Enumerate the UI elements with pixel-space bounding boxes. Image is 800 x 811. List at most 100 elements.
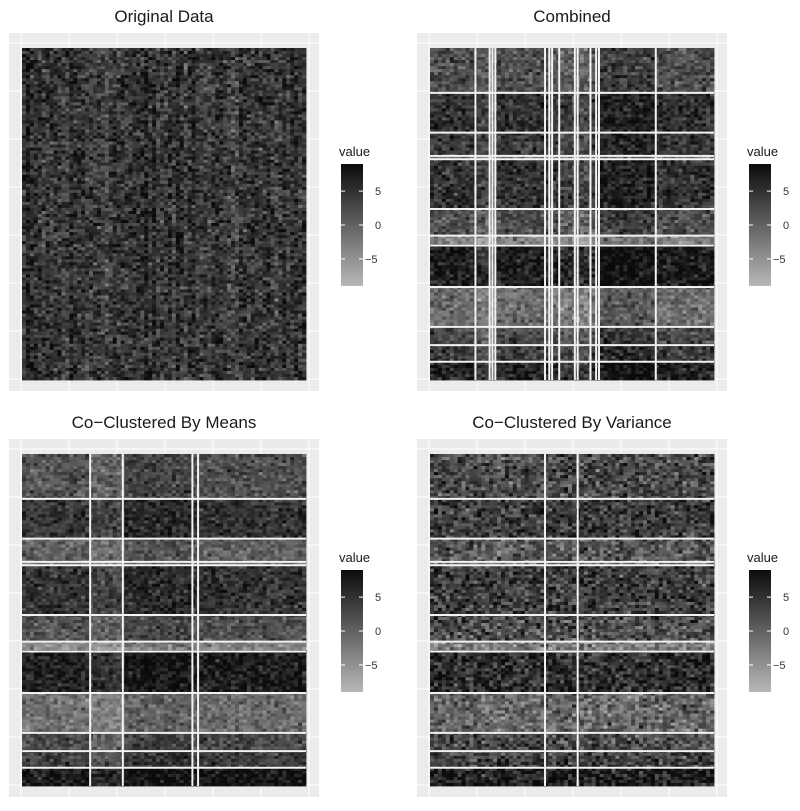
heatmap-cell [223,57,227,60]
heatmap-cell [274,142,278,145]
heatmap-cell [211,160,215,163]
heatmap-cell [243,196,247,199]
heatmap-cell [172,78,176,81]
heatmap-cell [196,66,200,69]
heatmap-cell [121,87,125,90]
heatmap-cell [93,102,97,105]
heatmap-cell [148,84,152,87]
heatmap-cell [140,87,144,90]
heatmap-cell [42,120,46,123]
heatmap-cell [50,196,54,199]
heatmap-cell [176,142,180,145]
heatmap-cell [243,87,247,90]
heatmap-cell [172,211,176,214]
heatmap-cell [176,145,180,148]
heatmap-cell [164,69,168,72]
heatmap-cell [251,169,255,172]
heatmap-cell [231,154,235,157]
heatmap-cell [282,181,286,184]
heatmap-cell [73,57,77,60]
heatmap-cell [38,117,42,120]
heatmap-cell [34,199,38,202]
heatmap-cell [46,78,50,81]
heatmap-cell [81,151,85,154]
heatmap-cell [109,63,113,66]
heatmap-cell [282,205,286,208]
heatmap-cell [26,181,30,184]
heatmap-cell [125,163,129,166]
heatmap-cell [54,60,58,63]
heatmap-cell [117,129,121,132]
heatmap-cell [211,187,215,190]
heatmap-cell [46,48,50,51]
heatmap-cell [148,90,152,93]
heatmap-cell [113,160,117,163]
heatmap-cell [282,126,286,129]
heatmap-cell [117,175,121,178]
heatmap-cell [54,184,58,187]
heatmap-cell [263,69,267,72]
heatmap-cell [129,193,133,196]
heatmap-cell [121,84,125,87]
heatmap-cell [97,108,101,111]
heatmap-cell [235,148,239,151]
heatmap-cell [286,160,290,163]
heatmap-cell [302,169,306,172]
heatmap-cell [263,84,267,87]
heatmap-cell [180,51,184,54]
heatmap-cell [219,142,223,145]
heatmap-cell [274,163,278,166]
heatmap-cell [235,172,239,175]
heatmap-cell [215,90,219,93]
heatmap-cell [144,108,148,111]
heatmap-cell [219,78,223,81]
heatmap-cell [117,63,121,66]
heatmap-cell [117,199,121,202]
heatmap-cell [105,102,109,105]
heatmap-cell [294,199,298,202]
heatmap-cell [223,199,227,202]
heatmap-cell [81,108,85,111]
heatmap-cell [50,117,54,120]
heatmap-cell [196,93,200,96]
heatmap-cell [168,163,172,166]
heatmap-cell [73,172,77,175]
heatmap-cell [251,148,255,151]
heatmap-cell [101,163,105,166]
heatmap-cell [203,145,207,148]
heatmap-cell [243,54,247,57]
heatmap-cell [65,93,69,96]
heatmap-cell [203,136,207,139]
heatmap-cell [65,145,69,148]
heatmap-cell [298,205,302,208]
heatmap-cell [200,105,204,108]
heatmap-cell [247,75,251,78]
heatmap-cell [140,211,144,214]
heatmap-cell [105,166,109,169]
heatmap-cell [247,175,251,178]
heatmap-cell [89,72,93,75]
heatmap-cell [117,51,121,54]
heatmap-cell [255,129,259,132]
heatmap-cell [144,126,148,129]
heatmap-cell [271,102,275,105]
heatmap-cell [113,205,117,208]
heatmap-cell [290,114,294,117]
heatmap-cell [117,205,121,208]
heatmap-cell [207,81,211,84]
heatmap-cell [101,123,105,126]
heatmap-cell [251,205,255,208]
heatmap-cell [140,136,144,139]
heatmap-cell [121,126,125,129]
heatmap-cell [61,211,65,214]
heatmap-cell [73,139,77,142]
heatmap-cell [259,145,263,148]
heatmap-cell [176,181,180,184]
heatmap-cell [50,175,54,178]
heatmap-cell [259,133,263,136]
heatmap-cell [34,93,38,96]
heatmap-cell [239,129,243,132]
heatmap-cell [294,69,298,72]
heatmap-cell [219,157,223,160]
heatmap-cell [58,69,62,72]
